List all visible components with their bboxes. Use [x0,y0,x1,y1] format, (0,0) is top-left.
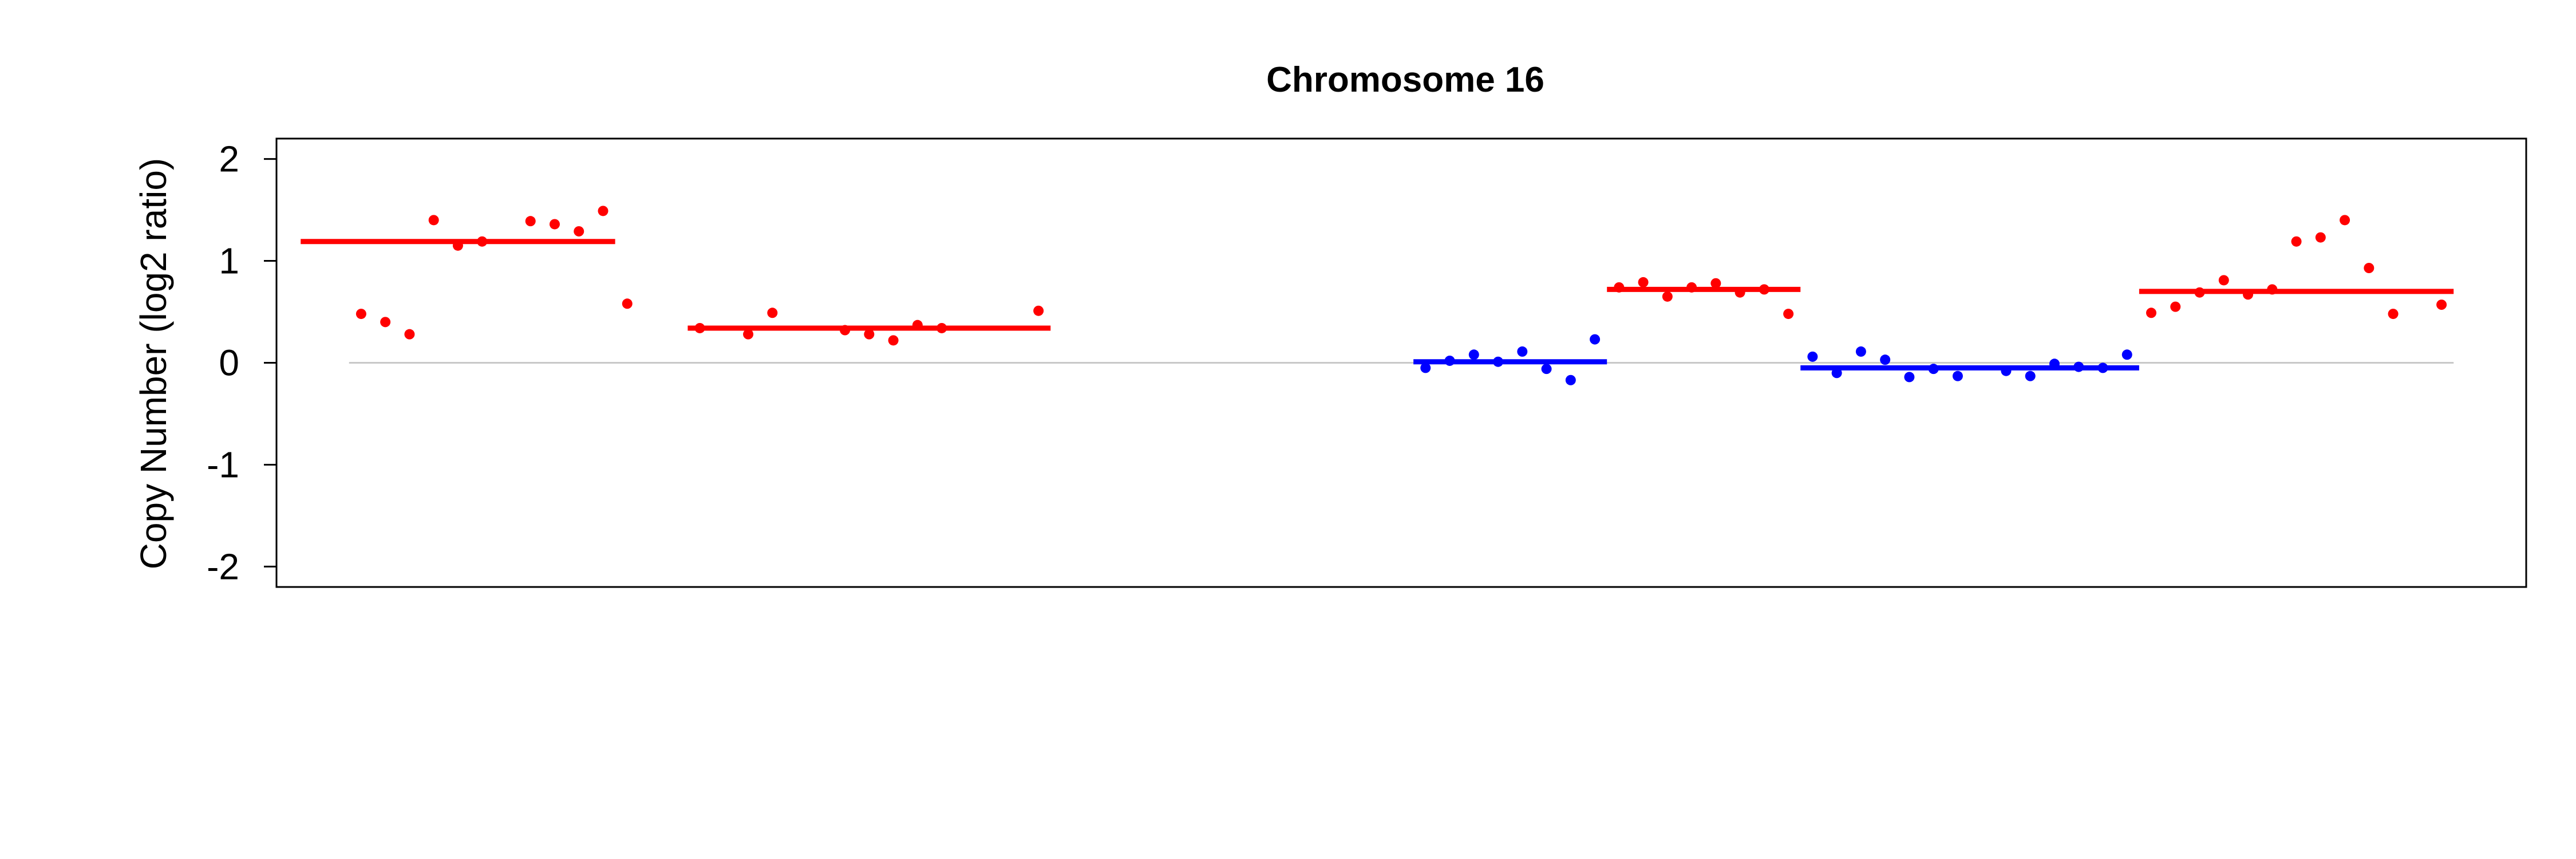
data-point [2388,309,2399,320]
data-point [1468,349,1479,360]
data-point [2146,308,2156,318]
data-point [598,206,609,216]
y-tick-label: 1 [219,241,239,282]
data-point [864,329,875,340]
data-point [1807,351,1818,362]
data-point [2001,365,2012,376]
data-point [2436,300,2447,310]
data-point [2291,236,2302,247]
data-point [1590,334,1601,345]
y-tick-label: -1 [207,444,239,485]
data-point [1444,355,1455,366]
data-point [355,309,366,320]
point-layer [355,206,2447,385]
data-point [1783,309,1794,320]
data-point [1686,282,1697,293]
data-point [694,322,705,333]
data-point [380,317,391,328]
y-axis-label: Copy Number (log2 ratio) [133,158,174,570]
data-point [2267,284,2278,295]
data-point [1904,372,1915,383]
y-tick-label: -2 [207,546,239,587]
chart-title: Chromosome 16 [1266,60,1544,100]
data-point [2315,232,2326,243]
data-point [1735,287,1745,298]
data-point [525,216,536,227]
data-point [2364,263,2374,274]
data-point [404,329,415,340]
data-point [767,308,778,318]
data-point [1565,375,1576,385]
y-tick-label: 0 [219,342,239,384]
data-point [1759,284,1769,295]
data-point [428,215,439,226]
data-point [1710,278,1721,289]
data-point [888,335,899,346]
data-point [2194,287,2205,298]
data-point [1831,368,1842,379]
data-point [912,320,923,330]
data-point [937,322,947,333]
data-point [1614,282,1625,293]
data-point [1638,277,1649,287]
data-point [549,219,560,230]
data-point [1928,364,1939,375]
y-tick-label: 2 [219,139,239,180]
data-point [1855,346,1866,357]
data-point [622,298,633,309]
data-point [1662,291,1673,302]
y-axis: 2 1 0 -1 -2 [207,139,276,587]
data-point [2025,371,2036,381]
data-point [1952,371,1963,381]
data-point [2170,301,2181,312]
data-point [1517,346,1528,357]
data-point [2049,358,2060,369]
data-point [1420,362,1431,373]
data-point [2097,362,2108,373]
data-point [1493,356,1504,367]
data-point [574,226,584,237]
data-point [477,236,488,247]
data-point [2243,289,2254,300]
data-point [452,240,463,251]
data-point [2218,275,2229,286]
data-point [2340,215,2350,226]
data-point [2073,361,2084,372]
data-point [743,329,754,340]
data-point [1880,354,1891,365]
data-point [840,325,851,336]
data-point [1033,305,1044,316]
plot-frame [275,137,2527,588]
data-point [1541,364,1552,375]
data-point [2121,349,2132,360]
